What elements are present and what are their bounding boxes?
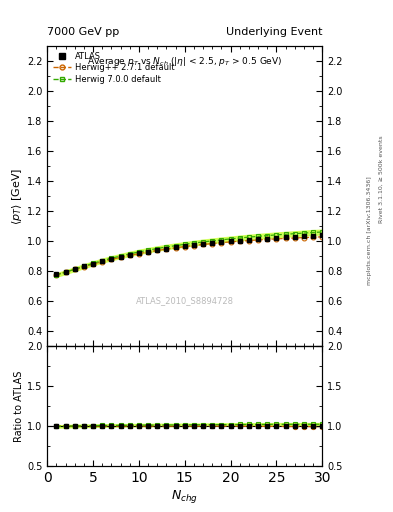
Y-axis label: Ratio to ATLAS: Ratio to ATLAS bbox=[14, 370, 24, 442]
Text: Underlying Event: Underlying Event bbox=[226, 27, 322, 37]
X-axis label: $N_{chg}$: $N_{chg}$ bbox=[171, 487, 198, 504]
Text: Average $p_T$ vs $N_{ch}$ ($|\eta|$ < 2.5, $p_T$ > 0.5 GeV): Average $p_T$ vs $N_{ch}$ ($|\eta|$ < 2.… bbox=[87, 55, 283, 68]
Text: 7000 GeV pp: 7000 GeV pp bbox=[47, 27, 119, 37]
Text: mcplots.cern.ch [arXiv:1306.3436]: mcplots.cern.ch [arXiv:1306.3436] bbox=[367, 176, 372, 285]
Text: Rivet 3.1.10, ≥ 500k events: Rivet 3.1.10, ≥ 500k events bbox=[379, 135, 384, 223]
Y-axis label: $\langle p_T \rangle$ [GeV]: $\langle p_T \rangle$ [GeV] bbox=[10, 167, 24, 225]
Text: ATLAS_2010_S8894728: ATLAS_2010_S8894728 bbox=[136, 296, 234, 306]
Legend: ATLAS, Herwig++ 2.7.1 default, Herwig 7.0.0 default: ATLAS, Herwig++ 2.7.1 default, Herwig 7.… bbox=[51, 50, 176, 86]
